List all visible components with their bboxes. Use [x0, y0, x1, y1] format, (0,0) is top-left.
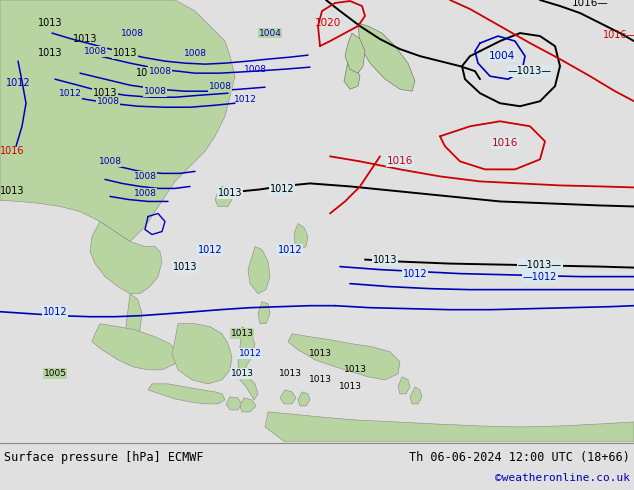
- Text: 1005: 1005: [44, 369, 67, 378]
- Text: 1012: 1012: [6, 78, 30, 88]
- Text: 1013: 1013: [217, 189, 242, 198]
- Text: 1013: 1013: [113, 48, 137, 58]
- Text: 1013: 1013: [0, 186, 25, 196]
- Text: 1016: 1016: [0, 147, 25, 156]
- Polygon shape: [345, 33, 365, 73]
- Text: 1013: 1013: [344, 366, 366, 374]
- Text: 1008: 1008: [84, 47, 107, 55]
- Polygon shape: [265, 412, 634, 442]
- Text: 1008: 1008: [134, 189, 157, 198]
- Text: 1008: 1008: [96, 97, 119, 106]
- Text: Th 06-06-2024 12:00 UTC (18+66): Th 06-06-2024 12:00 UTC (18+66): [409, 451, 630, 465]
- Text: 1013: 1013: [172, 262, 197, 271]
- Text: 1008: 1008: [120, 28, 143, 38]
- Text: 1013: 1013: [309, 349, 332, 358]
- Polygon shape: [344, 61, 360, 89]
- Polygon shape: [0, 0, 235, 242]
- Text: —1013—: —1013—: [508, 66, 552, 76]
- Text: 1008: 1008: [183, 49, 207, 58]
- Text: 1013: 1013: [231, 329, 254, 338]
- Text: 1016: 1016: [387, 156, 413, 167]
- Text: 1008: 1008: [148, 67, 172, 75]
- Polygon shape: [410, 387, 422, 404]
- Text: 1008: 1008: [143, 87, 167, 96]
- Text: 1008: 1008: [98, 157, 122, 166]
- Text: 1013: 1013: [309, 375, 332, 384]
- Polygon shape: [226, 397, 242, 410]
- Text: —1013—: —1013—: [518, 260, 562, 270]
- Text: 1013: 1013: [278, 369, 302, 378]
- Text: 1013: 1013: [136, 68, 160, 78]
- Text: 1004: 1004: [489, 51, 515, 61]
- Polygon shape: [90, 221, 162, 294]
- Text: 1013: 1013: [339, 382, 361, 392]
- Text: 1012: 1012: [233, 95, 256, 104]
- Text: ©weatheronline.co.uk: ©weatheronline.co.uk: [495, 473, 630, 483]
- Text: 1016—: 1016—: [572, 0, 609, 8]
- Text: 1004: 1004: [259, 28, 281, 38]
- Text: 1020: 1020: [315, 18, 341, 28]
- Text: 1016—: 1016—: [603, 30, 634, 40]
- Polygon shape: [280, 390, 296, 404]
- Polygon shape: [238, 327, 258, 400]
- Polygon shape: [215, 186, 232, 206]
- Polygon shape: [148, 384, 225, 404]
- Text: 1008: 1008: [134, 172, 157, 181]
- Polygon shape: [248, 246, 270, 294]
- Text: 1013: 1013: [38, 48, 62, 58]
- Text: 1012: 1012: [238, 349, 261, 358]
- Text: 1012: 1012: [198, 245, 223, 254]
- Polygon shape: [358, 23, 415, 91]
- Text: 1013: 1013: [38, 18, 62, 28]
- Text: 1012: 1012: [278, 245, 302, 254]
- Text: 1013: 1013: [73, 34, 97, 44]
- Text: 1013: 1013: [373, 255, 398, 265]
- Polygon shape: [258, 302, 270, 324]
- Text: —1012: —1012: [523, 271, 557, 282]
- Text: 1008: 1008: [243, 65, 266, 74]
- Text: 1016: 1016: [492, 138, 518, 148]
- Text: 1013: 1013: [231, 369, 254, 378]
- Text: 1012: 1012: [269, 184, 294, 195]
- Polygon shape: [123, 294, 142, 352]
- Text: 1012: 1012: [58, 89, 81, 98]
- Polygon shape: [398, 377, 410, 394]
- Text: 1013: 1013: [93, 88, 117, 98]
- Polygon shape: [288, 334, 400, 380]
- Polygon shape: [92, 324, 178, 370]
- Text: Surface pressure [hPa] ECMWF: Surface pressure [hPa] ECMWF: [4, 451, 204, 465]
- Polygon shape: [294, 223, 308, 249]
- Polygon shape: [172, 324, 232, 384]
- Text: 1012: 1012: [42, 307, 67, 317]
- Polygon shape: [240, 398, 256, 412]
- Text: 1008: 1008: [209, 82, 231, 91]
- Text: 1012: 1012: [403, 269, 427, 279]
- Polygon shape: [298, 392, 310, 406]
